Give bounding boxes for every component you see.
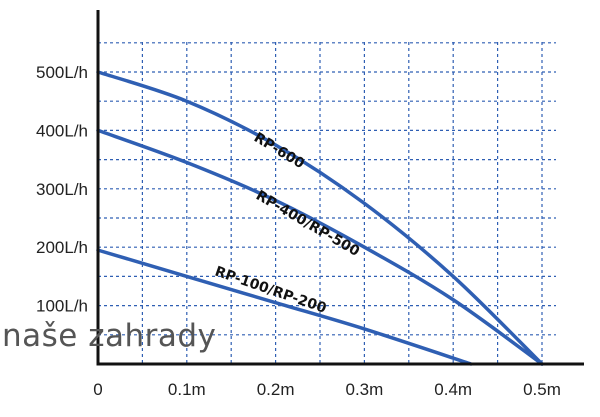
y-tick-label: 100L/h — [36, 297, 88, 316]
series-lines — [96, 70, 544, 366]
series-line-rp-400-rp-500 — [96, 128, 544, 366]
series-line-rp-100-rp-200 — [96, 248, 473, 366]
watermark-logo: naše zahrady — [2, 318, 217, 354]
y-tick-label: 500L/h — [36, 63, 88, 82]
series-label: RP-400/RP-500 — [253, 188, 362, 260]
x-tick-label: 0.2m — [257, 380, 295, 399]
y-tick-label: 200L/h — [36, 238, 88, 257]
y-tick-label: 300L/h — [36, 180, 88, 199]
y-tick-label: 400L/h — [36, 121, 88, 140]
axes — [96, 10, 584, 366]
grid — [98, 42, 556, 364]
tick-labels: 0 0.1m 0.2m 0.3m 0.4m 0.5m 100L/h 200L/h 300L/h 4… — [36, 63, 561, 399]
series-label: RP-600 — [251, 130, 307, 173]
x-tick-label: 0.5m — [523, 380, 561, 399]
series-line-rp-600 — [96, 70, 544, 366]
x-tick-label: 0.3m — [346, 380, 384, 399]
x-tick-label: 0.1m — [168, 380, 206, 399]
x-tick-label: 0.4m — [434, 380, 472, 399]
x-tick-label: 0 — [93, 380, 102, 399]
